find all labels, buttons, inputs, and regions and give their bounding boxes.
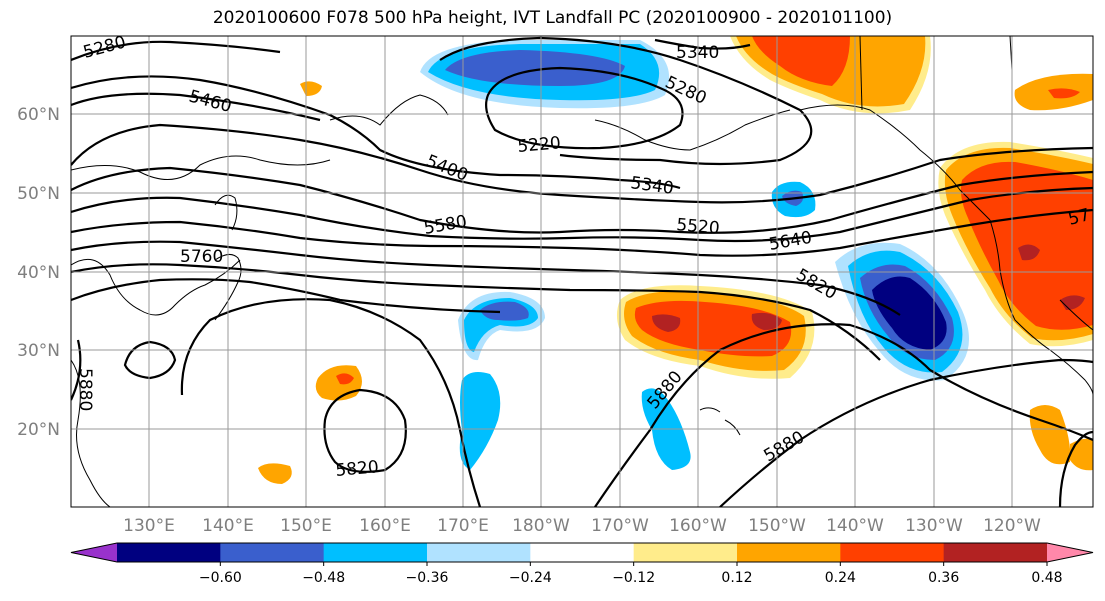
longitude-labels: 130°E 140°E 150°E 160°E 170°E 180°W 170°… (123, 516, 1041, 536)
lon-label: 150°E (280, 516, 332, 536)
lat-label: 50°N (17, 184, 60, 204)
colorbar-swatch (220, 543, 325, 562)
lon-label: 180°W (512, 516, 570, 536)
colorbar-swatch (530, 543, 635, 562)
colorbar-outline (70, 542, 1094, 563)
lat-label: 60°N (17, 105, 60, 125)
contour-label: 5340 (676, 43, 719, 63)
lon-label: 130°W (905, 516, 963, 536)
lon-label: 160°E (359, 516, 411, 536)
lat-label: 30°N (17, 341, 60, 361)
lat-label: 20°N (17, 420, 60, 440)
lon-label: 130°E (123, 516, 175, 536)
colorbar: −0.60 −0.48 −0.36 −0.24 −0.12 0.12 0.24 0.36 0.4… (70, 542, 1094, 586)
lat-label: 40°N (17, 263, 60, 283)
colorbar-swatch (117, 543, 221, 562)
lon-label: 170°E (437, 516, 489, 536)
colorbar-swatch (323, 543, 428, 562)
lon-label: 140°W (826, 516, 884, 536)
colorbar-tick-label: 0.12 (721, 570, 752, 586)
colorbar-tick-label: −0.48 (302, 570, 345, 586)
colorbar-tick-label: −0.12 (612, 570, 655, 586)
colorbar-swatch (840, 543, 945, 562)
colorbar-tick-label: 0.48 (1031, 570, 1062, 586)
colorbar-swatch (633, 543, 738, 562)
ivt-shading (258, 36, 1093, 484)
contour-label: 5820 (335, 457, 380, 481)
lon-label: 140°E (202, 516, 254, 536)
map-title: 2020100600 F078 500 hPa height, IVT Land… (212, 8, 893, 28)
colorbar-swatch (427, 543, 531, 562)
colorbar-extend-high (1047, 543, 1093, 562)
contour-label: 5880 (75, 368, 95, 411)
colorbar-swatch (943, 543, 1048, 562)
colorbar-tick-label: 0.24 (825, 570, 856, 586)
colorbar-tick-label: −0.24 (509, 570, 552, 586)
lon-label: 120°W (983, 516, 1041, 536)
lon-label: 170°W (591, 516, 649, 536)
colorbar-swatch (737, 543, 841, 562)
contour-label: 5220 (517, 133, 562, 157)
lon-label: 160°W (669, 516, 727, 536)
graticule (71, 36, 1093, 507)
contour-label: 5760 (180, 247, 223, 267)
contour-label: 5520 (676, 215, 721, 239)
colorbar-tick-label: −0.36 (406, 570, 449, 586)
coastlines (71, 36, 1093, 507)
lon-label: 150°W (748, 516, 806, 536)
colorbar-tick-label: 0.36 (928, 570, 959, 586)
colorbar-tick-label: −0.60 (199, 570, 242, 586)
latitude-labels: 60°N 50°N 40°N 30°N 20°N (17, 105, 60, 440)
plot-frame (70, 35, 1094, 508)
